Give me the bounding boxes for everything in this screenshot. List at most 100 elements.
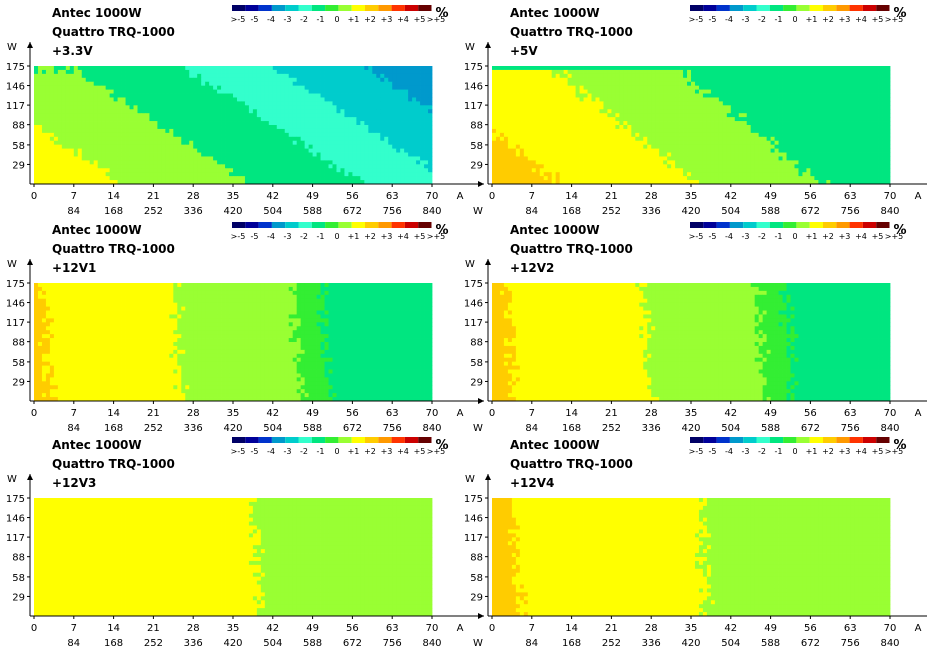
heatmap-cell [528, 109, 532, 113]
heatmap-cell [663, 70, 667, 74]
heatmap-cell [54, 164, 58, 168]
heatmap-cell [691, 137, 695, 141]
heatmap-cell [285, 133, 289, 137]
heatmap-cell [711, 78, 715, 82]
heatmap-cell [639, 74, 643, 78]
heatmap-cell [723, 90, 727, 94]
heatmap-cell [420, 168, 424, 172]
heatmap-cell [615, 133, 619, 137]
heatmap-cell [221, 121, 225, 125]
heatmap-cell [552, 90, 556, 94]
heatmap-cell [540, 133, 544, 137]
heatmap-cell [181, 101, 185, 105]
heatmap-cell [376, 82, 380, 86]
heatmap-cell [818, 86, 822, 90]
heatmap-cell [388, 90, 392, 94]
heatmap-cell [516, 109, 520, 113]
heatmap-cell [492, 129, 496, 133]
heatmap-cell [866, 66, 870, 70]
heatmap-cell [663, 129, 667, 133]
heatmap-cell [352, 160, 356, 164]
heatmap-cell [301, 164, 305, 168]
heatmap-cell [181, 74, 185, 78]
heatmap-cell [707, 86, 711, 90]
heatmap-cell [189, 149, 193, 153]
heatmap-cell [663, 105, 667, 109]
heatmap-cell [671, 101, 675, 105]
heatmap-cell [313, 109, 317, 113]
heatmap-cell [141, 141, 145, 145]
heatmap-cell [321, 164, 325, 168]
heatmap-cell [313, 105, 317, 109]
heatmap-cell [703, 105, 707, 109]
heatmap-cell [165, 172, 169, 176]
heatmap-cell [576, 101, 580, 105]
heatmap-cell [149, 133, 153, 137]
heatmap-cell [58, 97, 62, 101]
heatmap-cell [297, 74, 301, 78]
heatmap-cell [114, 145, 118, 149]
heatmap-cell [344, 97, 348, 101]
heatmap-cell [854, 117, 858, 121]
heatmap-cell [516, 129, 520, 133]
heatmap-cell [508, 66, 512, 70]
heatmap-cell [520, 90, 524, 94]
heatmap-cell [273, 117, 277, 121]
heatmap-cell [560, 121, 564, 125]
heatmap-cell [177, 176, 181, 180]
heatmap-cell [886, 105, 890, 109]
heatmap-cell [74, 168, 78, 172]
heatmap-cell [723, 117, 727, 121]
heatmap-cell [309, 70, 313, 74]
heatmap-cell [627, 121, 631, 125]
heatmap-cell [66, 97, 70, 101]
heatmap-cell [54, 172, 58, 176]
heatmap-cell [336, 105, 340, 109]
heatmap-cell [289, 82, 293, 86]
heatmap-cell [508, 78, 512, 82]
heatmap-cell [512, 82, 516, 86]
heatmap-cell [118, 153, 122, 157]
heatmap-cell [719, 137, 723, 141]
heatmap-cell [169, 153, 173, 157]
heatmap-cell [340, 66, 344, 70]
heatmap-cell [727, 74, 731, 78]
heatmap-cell [134, 129, 138, 133]
heatmap-cell [631, 117, 635, 121]
heatmap-cell [360, 94, 364, 98]
heatmap-cell [86, 97, 90, 101]
heatmap-cell [564, 90, 568, 94]
heatmap-cell [639, 101, 643, 105]
heatmap-cell [293, 90, 297, 94]
heatmap-cell [141, 121, 145, 125]
heatmap-cell [400, 78, 404, 82]
heatmap-cell [261, 141, 265, 145]
heatmap-cell [408, 113, 412, 117]
heatmap-cell [540, 74, 544, 78]
heatmap-cell [122, 117, 126, 121]
heatmap-cell [727, 78, 731, 82]
heatmap-cell [623, 113, 627, 117]
heatmap-cell [98, 176, 102, 180]
heatmap-cell [309, 74, 313, 78]
heatmap-cell [376, 105, 380, 109]
heatmap-cell [141, 74, 145, 78]
heatmap-cell [428, 70, 432, 74]
heatmap-cell [834, 78, 838, 82]
heatmap-cell [663, 125, 667, 129]
heatmap-cell [615, 117, 619, 121]
heatmap-cell [50, 156, 54, 160]
heatmap-cell [169, 70, 173, 74]
heatmap-cell [356, 141, 360, 145]
heatmap-cell [388, 94, 392, 98]
heatmap-cell [731, 82, 735, 86]
heatmap-cell [225, 172, 229, 176]
heatmap-cell [524, 137, 528, 141]
heatmap-cell [301, 82, 305, 86]
heatmap-cell [723, 86, 727, 90]
heatmap-cell [149, 90, 153, 94]
heatmap-cell [783, 113, 787, 117]
heatmap-cell [572, 90, 576, 94]
heatmap-cell [428, 105, 432, 109]
heatmap-cell [321, 109, 325, 113]
